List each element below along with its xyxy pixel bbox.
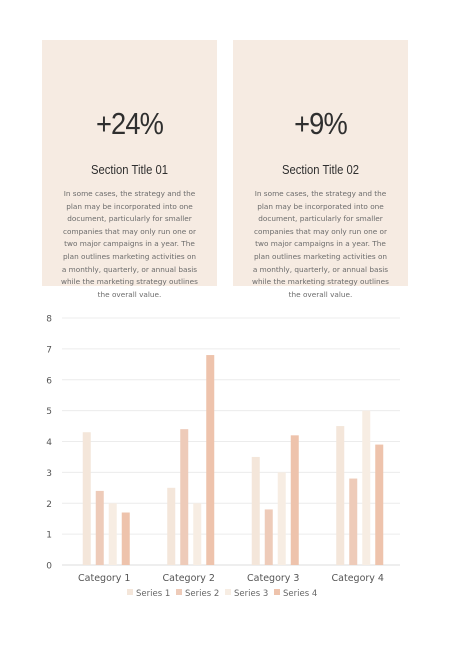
legend-label: Series 4 xyxy=(283,589,317,599)
y-tick-label: 3 xyxy=(46,469,52,479)
x-tick-label: Category 1 xyxy=(78,573,130,584)
y-tick-label: 7 xyxy=(46,345,52,355)
y-tick-label: 6 xyxy=(46,376,52,386)
y-tick-label: 5 xyxy=(46,407,52,417)
bar-3-4 xyxy=(362,410,371,565)
stat-value: +9% xyxy=(294,106,348,141)
bar-4-2 xyxy=(206,355,215,565)
x-tick-label: Category 3 xyxy=(247,573,299,584)
legend-swatch-3 xyxy=(225,589,231,595)
bar-2-4 xyxy=(349,478,358,565)
section-title: Section Title 02 xyxy=(282,163,359,177)
legend-swatch-2 xyxy=(176,589,182,595)
legend-label: Series 3 xyxy=(234,589,268,599)
section-body: In some cases, the strategy and the plan… xyxy=(61,189,198,299)
x-tick-label: Category 2 xyxy=(163,573,215,584)
bar-2-3 xyxy=(264,509,273,565)
y-tick-label: 4 xyxy=(46,438,52,448)
bar-3-2 xyxy=(193,503,202,565)
legend-swatch-4 xyxy=(274,589,280,595)
bar-3-1 xyxy=(108,503,117,565)
legend-label: Series 2 xyxy=(185,589,219,599)
bar-1-2 xyxy=(167,487,176,565)
legend-label: Series 1 xyxy=(136,589,170,599)
bar-1-4 xyxy=(336,426,345,565)
y-tick-label: 8 xyxy=(46,315,52,325)
bar-4-4 xyxy=(375,444,384,565)
stat-value: +24% xyxy=(95,106,164,141)
y-tick-label: 2 xyxy=(46,500,52,510)
bar-3-3 xyxy=(277,472,286,565)
x-tick-label: Category 4 xyxy=(332,573,384,584)
bar-4-1 xyxy=(121,512,130,565)
section-body: In some cases, the strategy and the plan… xyxy=(252,189,389,299)
bar-chart: 0 1 2 3 4 5 6 7 8 Category 1 Category 2 Category 3 C… xyxy=(46,315,400,599)
bar-1-3 xyxy=(251,456,260,565)
y-tick-label: 1 xyxy=(46,531,52,541)
bar-2-1 xyxy=(95,490,104,565)
section-title: Section Title 01 xyxy=(91,163,168,177)
y-tick-label: 0 xyxy=(46,562,52,572)
stat-card-1: +24% Section Title 01 In some cases, the… xyxy=(42,40,217,299)
bar-1-1 xyxy=(82,432,91,565)
legend-swatch-1 xyxy=(127,589,133,595)
stat-card-2: +9% Section Title 02 In some cases, the … xyxy=(233,40,408,299)
bar-4-3 xyxy=(290,435,299,565)
bar-2-2 xyxy=(180,429,189,565)
